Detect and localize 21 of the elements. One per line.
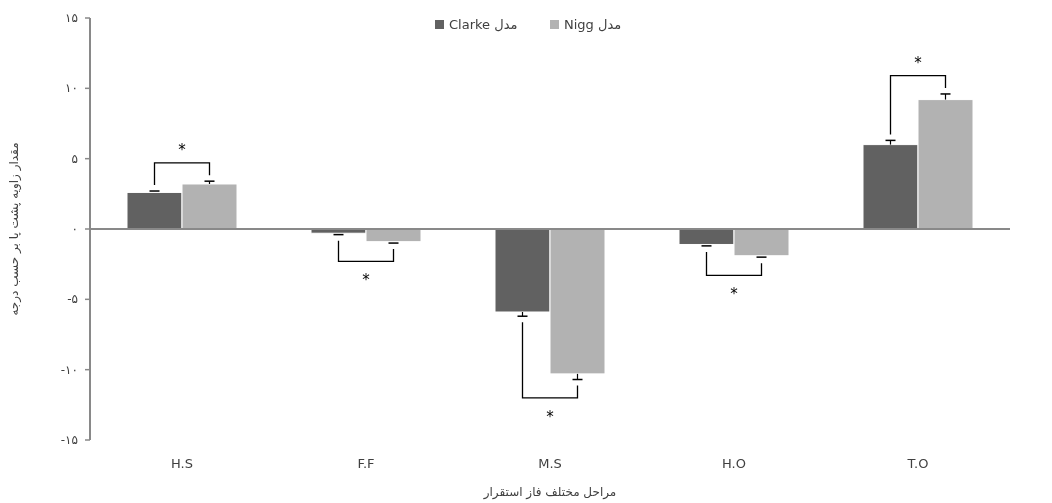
- y-tick-label: -۱۰: [60, 362, 78, 377]
- y-tick-label: -۵: [67, 292, 78, 307]
- legend-label: مدل Nigg: [564, 17, 622, 32]
- y-axis-title: مقدار زاویه پشت پا بر حسب درجه: [7, 142, 22, 316]
- annotation: *: [178, 140, 187, 159]
- annotation: *: [914, 53, 923, 72]
- y-tick-label: ۵: [71, 151, 78, 166]
- annotation: *: [730, 285, 739, 304]
- x-tick-label: M.S: [538, 456, 562, 471]
- x-tick-label: F.F: [357, 456, 375, 471]
- x-tick-label: H.O: [722, 456, 746, 471]
- x-axis-title: مراحل مختلف فاز استقرار: [482, 485, 617, 500]
- annotation: *: [546, 407, 555, 426]
- annotation: *: [362, 271, 371, 290]
- x-tick-label: T.O: [906, 456, 929, 471]
- y-tick-label: ۱۰: [65, 81, 78, 96]
- legend-label: مدل Clarke: [449, 17, 518, 32]
- x-tick-label: H.S: [171, 456, 193, 471]
- y-tick-label: -۱۵: [60, 433, 78, 447]
- y-tick-label: ۱۵: [65, 11, 78, 25]
- y-tick-label: ۰: [71, 222, 78, 236]
